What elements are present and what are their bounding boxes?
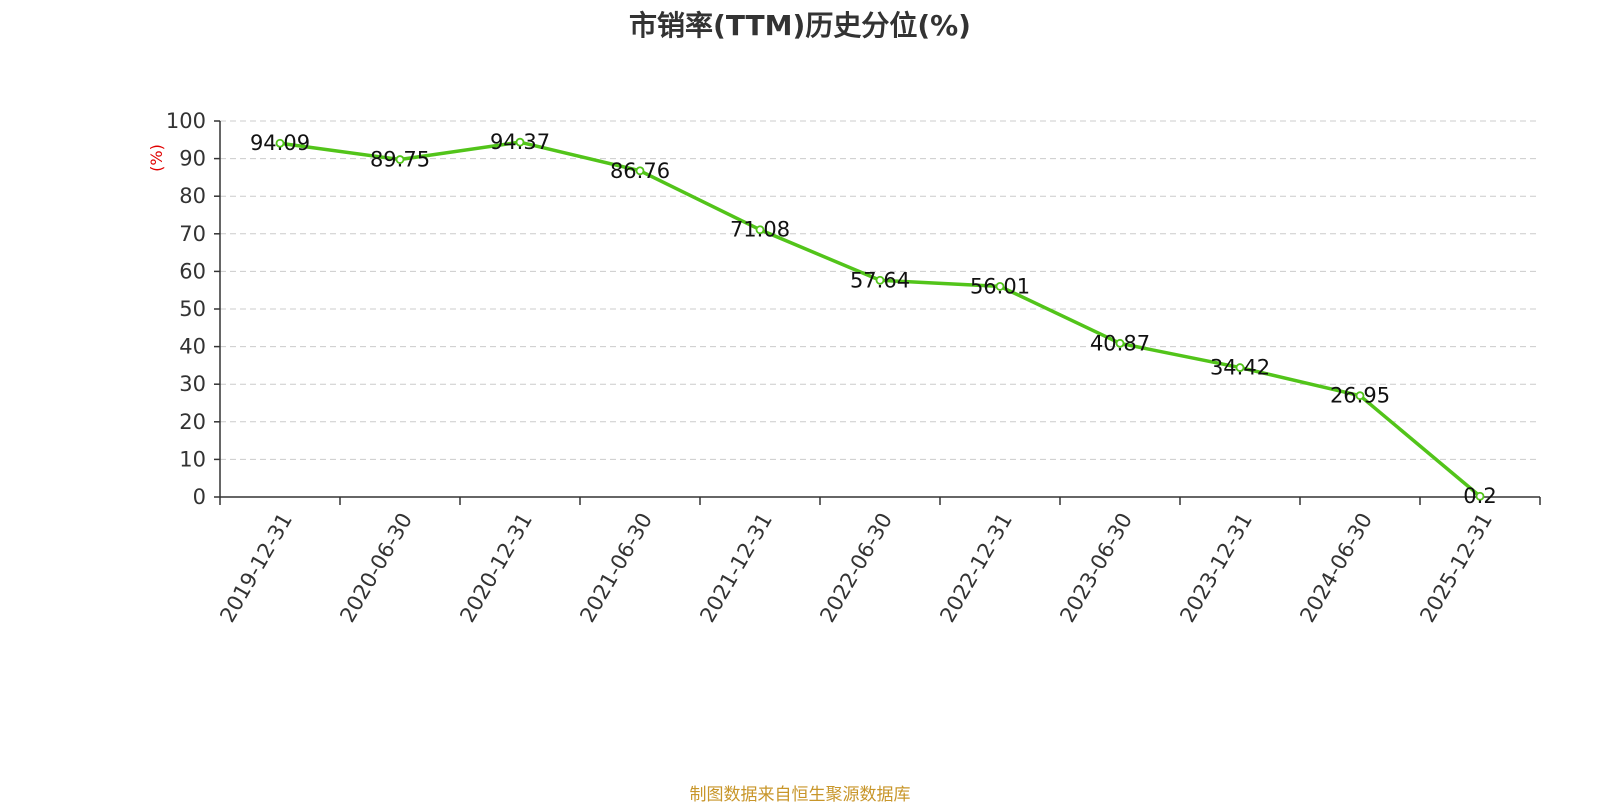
data-label-2022-06-30: 57.64	[850, 268, 910, 292]
x-tick-label-2023-06-30: 2023-06-30	[1055, 509, 1137, 627]
data-label-2020-06-30: 89.75	[370, 148, 430, 172]
x-tick-label-2022-06-30: 2022-06-30	[815, 509, 897, 627]
data-point-2021-12-31	[755, 225, 765, 235]
x-tick-label-2025-12-31: 2025-12-31	[1415, 509, 1497, 627]
x-tick-labels: 2019-12-31 2020-06-30 2020-12-31 2021-06-30…	[215, 509, 1497, 627]
data-label-2024-06-30: 26.95	[1330, 384, 1390, 408]
y-tick-label-100: 100	[166, 109, 206, 133]
y-tick-label-0: 0	[193, 485, 206, 509]
y-tick-label-50: 50	[179, 297, 206, 321]
y-tick-label-60: 60	[179, 259, 206, 283]
series-line	[278, 140, 1482, 498]
data-point-2025-12-31	[1475, 491, 1485, 501]
y-tick-label-70: 70	[179, 222, 206, 246]
x-tick-label-2023-12-31: 2023-12-31	[1175, 509, 1257, 627]
data-label-2023-12-31: 34.42	[1210, 356, 1270, 380]
data-points	[275, 137, 1485, 501]
y-tick-labels: 0 10 20 30 40 50 60 70 80 90 100	[166, 109, 206, 509]
data-point-2022-06-30	[875, 275, 885, 285]
x-tick-label-2019-12-31: 2019-12-31	[215, 509, 297, 627]
y-tick-label-80: 80	[179, 184, 206, 208]
data-point-2023-12-31	[1235, 363, 1245, 372]
x-tick-label-2020-06-30: 2020-06-30	[335, 509, 417, 627]
data-label-2021-06-30: 86.76	[610, 159, 670, 183]
chart-title: 市销率(TTM)历史分位(%)	[629, 9, 971, 42]
data-label-2022-12-31: 56.01	[970, 274, 1030, 298]
x-tick-label-2022-12-31: 2022-12-31	[935, 509, 1017, 627]
data-label-2023-06-30: 40.87	[1090, 331, 1150, 355]
data-point-2020-12-31	[515, 137, 525, 147]
data-label-2020-12-31: 94.37	[490, 130, 550, 154]
data-labels: 94.09 89.75 94.37 86.76 71.08 57.64 56.01 40.87…	[250, 130, 1497, 508]
y-tick-label-90: 90	[179, 147, 206, 171]
data-label-2025-12-31: 0.2	[1463, 484, 1496, 508]
data-label-2021-12-31: 71.08	[730, 218, 790, 242]
x-tick-label-2021-12-31: 2021-12-31	[695, 509, 777, 627]
data-point-2020-06-30	[395, 155, 405, 164]
gridlines	[220, 120, 1540, 460]
x-tick-label-2020-12-31: 2020-12-31	[455, 509, 537, 627]
data-point-2022-12-31	[995, 282, 1005, 291]
x-tick-label-2024-06-30: 2024-06-30	[1295, 509, 1377, 627]
y-tick-label-10: 10	[179, 447, 206, 471]
data-point-2021-06-30	[635, 166, 645, 176]
source-note: 制图数据来自恒生聚源数据库	[689, 785, 911, 805]
y-tick-label-40: 40	[179, 335, 206, 359]
axes	[214, 120, 1541, 505]
data-point-2019-12-31	[275, 138, 285, 148]
y-tick-label-20: 20	[179, 410, 206, 434]
y-axis-label: (%)	[147, 144, 166, 172]
x-tick-label-2021-06-30: 2021-06-30	[575, 509, 657, 627]
y-tick-label-30: 30	[179, 372, 206, 396]
data-point-2023-06-30	[1115, 338, 1125, 348]
data-point-2024-06-30	[1355, 391, 1365, 401]
series-line-layer	[278, 140, 1482, 498]
data-label-2019-12-31: 94.09	[250, 131, 310, 155]
